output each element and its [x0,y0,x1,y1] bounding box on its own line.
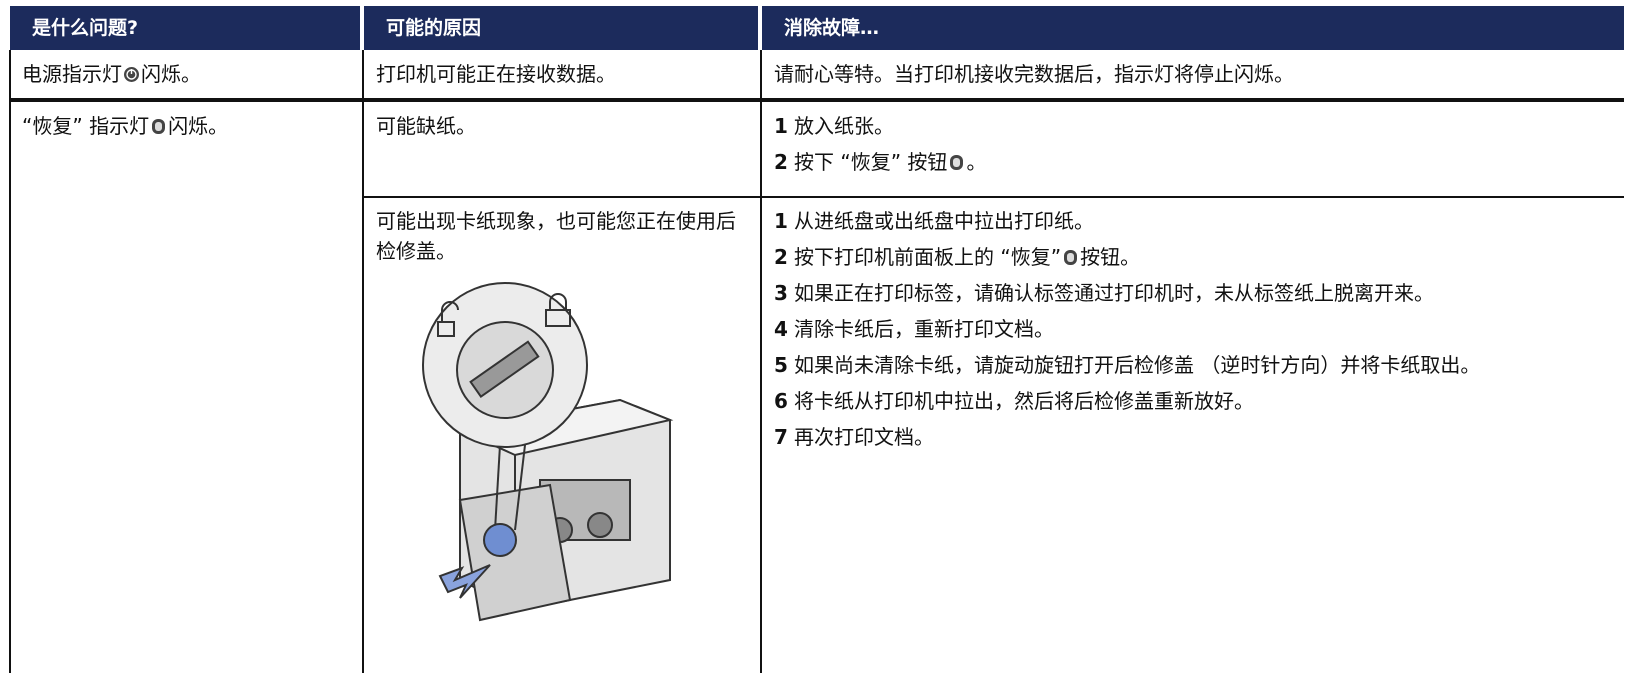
printer-illustration [422,282,674,622]
problem-cell: 电源指示灯 闪烁。 [10,50,360,89]
step-number: 6 [774,389,788,413]
solution-cell: 请耐心等特。当打印机接收完数据后，指示灯将停止闪烁。 [762,50,1584,89]
header-text: 消除故障… [784,17,880,39]
step: 2 按下 “恢复” 按钮。 [774,147,1570,177]
text: 按下打印机前面板上的 “恢复” [794,245,1062,269]
step-number: 3 [774,281,788,305]
text: 电源指示灯 [22,62,122,86]
text: 闪烁。 [168,114,229,138]
step-number: 7 [774,425,788,449]
text: 从进纸盘或出纸盘中拉出打印纸。 [794,209,1094,233]
step: 6 将卡纸从打印机中拉出，然后将后检修盖重新放好。 [774,386,1570,416]
text: 将卡纸从打印机中拉出，然后将后检修盖重新放好。 [794,389,1254,413]
column-header: 是什么问题? [10,6,360,50]
problem-cell: “恢复” 指示灯 闪烁。 [10,102,360,141]
cause-text: 可能缺纸。 [376,114,476,138]
col-rule [760,50,762,673]
cause-text: 打印机可能正在接收数据。 [376,62,616,86]
text: 。 [966,150,987,174]
step-number: 1 [774,114,788,138]
header-text: 是什么问题? [32,17,139,39]
step: 1 放入纸张。 [774,111,1570,141]
col-rule [362,50,364,673]
cause-cell: 可能出现卡纸现象，也可能您正在使用后检修盖。 [364,197,760,266]
separator [364,196,1624,198]
column-header: 可能的原因 [364,6,760,50]
solution-text: 请耐心等特。当打印机接收完数据后，指示灯将停止闪烁。 [774,62,1294,86]
text: 按下 “恢复” 按钮 [794,150,948,174]
step-number: 2 [774,245,788,269]
resume-icon [152,119,166,134]
resume-icon [1064,250,1078,265]
step: 1 从进纸盘或出纸盘中拉出打印纸。 [774,206,1570,236]
text: 再次打印文档。 [794,425,934,449]
resume-icon [950,155,964,170]
step: 7 再次打印文档。 [774,422,1570,452]
text: 如果尚未清除卡纸，请旋动旋钮打开后检修盖 （逆时针方向）并将卡纸取出。 [794,353,1481,377]
header-text: 可能的原因 [386,17,482,39]
step: 4 清除卡纸后，重新打印文档。 [774,314,1570,344]
cause-cell: 打印机可能正在接收数据。 [364,50,760,89]
step-number: 4 [774,317,788,341]
text: 放入纸张。 [794,114,894,138]
step: 2 按下打印机前面板上的 “恢复” 按钮。 [774,242,1570,272]
solution-cell: 1 从进纸盘或出纸盘中拉出打印纸。 2 按下打印机前面板上的 “恢复” 按钮。 3 如果正在… [762,197,1584,458]
column-header: 消除故障… [762,6,1624,50]
row-rule [10,98,1624,102]
power-icon [124,67,139,82]
hdr-gap [360,6,364,50]
text: 如果正在打印标签，请确认标签通过打印机时，未从标签纸上脱离开来。 [794,281,1434,305]
step-number: 5 [774,353,788,377]
text: “恢复” 指示灯 [22,114,150,138]
text: 闪烁。 [141,62,201,86]
cause-text: 可能出现卡纸现象，也可能您正在使用后检修盖。 [376,209,736,263]
step: 3 如果正在打印标签，请确认标签通过打印机时，未从标签纸上脱离开来。 [774,278,1570,308]
text: 按钮。 [1080,245,1141,269]
hdr-gap [758,6,762,50]
cause-cell: 可能缺纸。 [364,102,760,141]
step: 5 如果尚未清除卡纸，请旋动旋钮打开后检修盖 （逆时针方向）并将卡纸取出。 [774,350,1570,380]
step-number: 2 [774,150,788,174]
step-number: 1 [774,209,788,233]
text: 清除卡纸后，重新打印文档。 [794,317,1054,341]
solution-cell: 1 放入纸张。 2 按下 “恢复” 按钮。 [762,102,1584,183]
border-left [9,50,11,673]
